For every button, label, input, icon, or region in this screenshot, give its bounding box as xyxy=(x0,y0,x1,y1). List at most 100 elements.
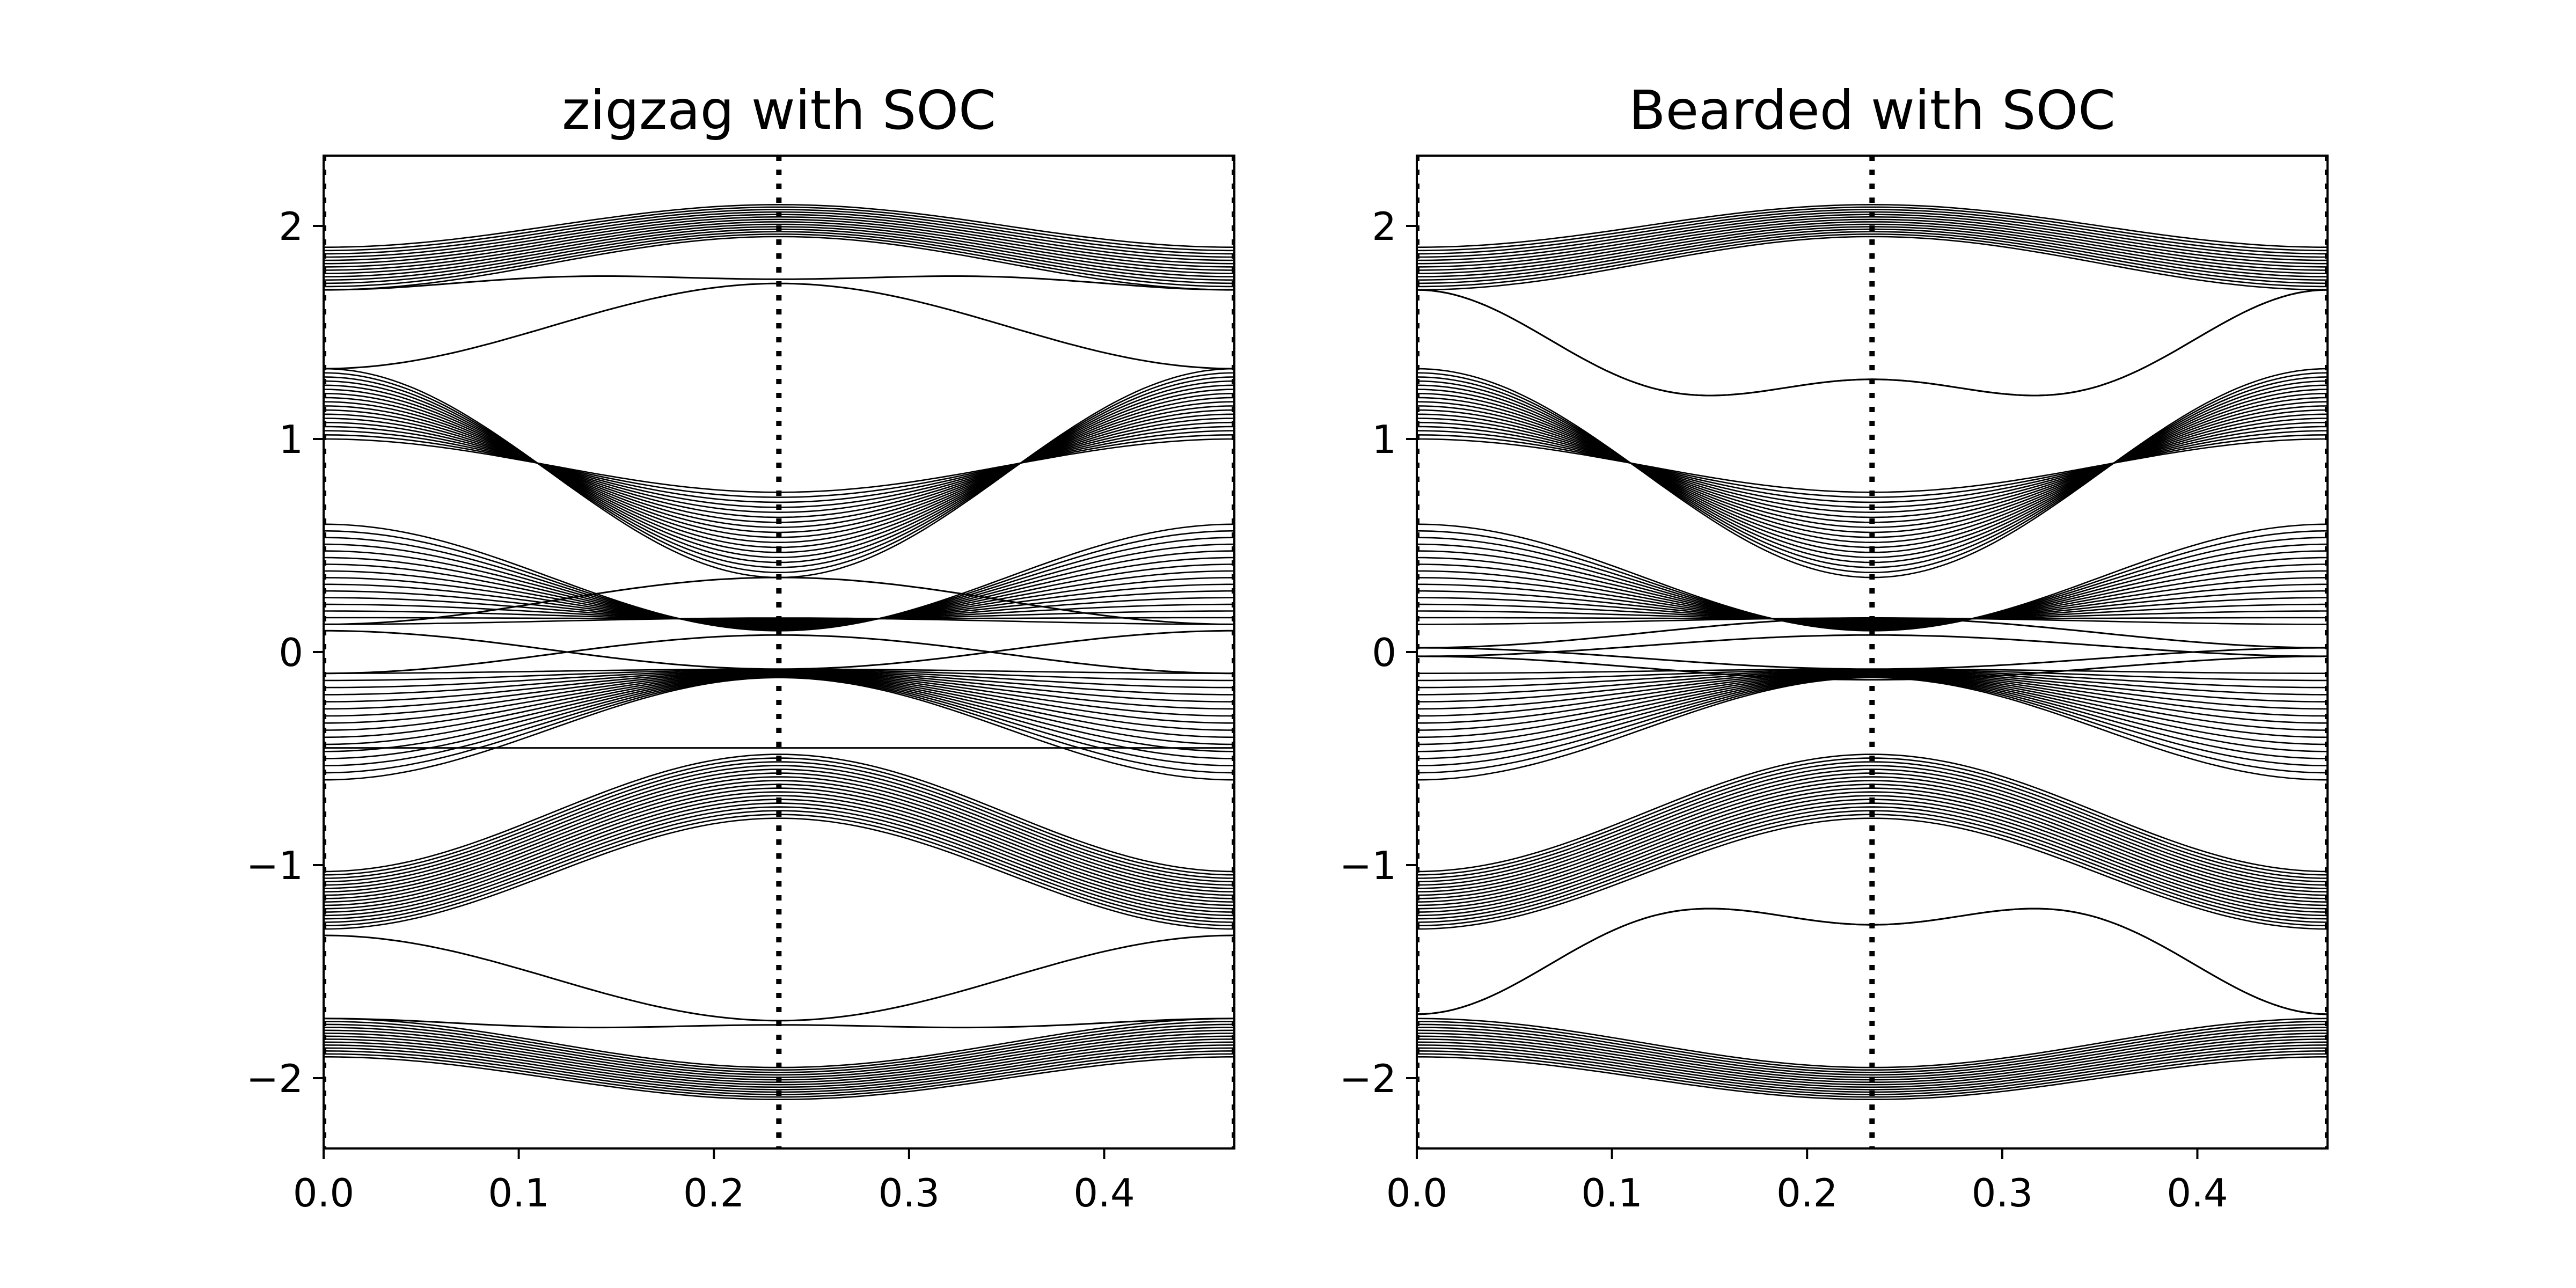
band-line xyxy=(1417,1044,2328,1091)
band-line xyxy=(324,769,1234,886)
x-tick-label: 0.0 xyxy=(293,1170,355,1216)
x-tick-label: 0.0 xyxy=(1386,1170,1448,1216)
band-line xyxy=(324,389,1234,553)
band-line xyxy=(1417,231,2328,284)
y-tick-label: −2 xyxy=(246,1056,303,1101)
band-line xyxy=(324,537,1234,630)
band-line xyxy=(1417,1041,2328,1088)
band-line xyxy=(324,765,1234,883)
band-line xyxy=(1417,1023,2328,1073)
band-line xyxy=(324,1053,1234,1098)
plot-area xyxy=(324,156,1234,1148)
band-line xyxy=(324,530,1234,631)
band-line xyxy=(1417,674,2328,745)
band-group xyxy=(1417,203,2328,291)
x-tick-label: 0.4 xyxy=(2167,1170,2228,1216)
band-line xyxy=(324,674,1234,745)
y-tick-label: 0 xyxy=(279,630,303,675)
band-line xyxy=(1417,409,2328,528)
y-tick-label: 2 xyxy=(279,204,303,249)
edge-state-line xyxy=(324,630,1234,670)
band-line xyxy=(324,802,1234,917)
edge-state-line xyxy=(324,634,1234,675)
edge-state-line xyxy=(324,275,1234,291)
x-tick-label: 0.3 xyxy=(1972,1170,2033,1216)
band-line xyxy=(1417,397,2328,544)
y-tick-label: 1 xyxy=(1372,417,1396,462)
band-line xyxy=(1417,221,2328,271)
band-line xyxy=(324,817,1234,930)
band-line xyxy=(1417,817,2328,930)
y-tick-label: 0 xyxy=(1372,630,1396,675)
band-line xyxy=(324,564,1234,627)
band-line xyxy=(1417,216,2328,265)
band-line xyxy=(1417,218,2328,268)
band-line xyxy=(1417,209,2328,255)
band-line xyxy=(1417,434,2328,498)
band-line xyxy=(324,216,1234,265)
edge-state-line xyxy=(324,934,1234,1022)
band-line xyxy=(324,223,1234,274)
band-group xyxy=(324,1018,1234,1101)
band-line xyxy=(1417,530,2328,631)
band-line xyxy=(324,761,1234,879)
band-line xyxy=(1417,236,2328,291)
band-line xyxy=(1417,570,2328,626)
band-group xyxy=(1417,523,2328,632)
band-line xyxy=(1417,372,2328,574)
chart-title: Bearded with SOC xyxy=(1629,79,2116,142)
band-line xyxy=(324,218,1234,268)
y-tick-label: 2 xyxy=(1372,204,1396,249)
band-line xyxy=(324,203,1234,248)
band-line xyxy=(1417,765,2328,883)
band-line xyxy=(324,776,1234,892)
band-line xyxy=(324,1023,1234,1073)
band-line xyxy=(324,577,1234,625)
chart-title: zigzag with SOC xyxy=(562,79,996,142)
band-line xyxy=(1417,384,2328,559)
band-group xyxy=(1417,668,2328,781)
band-group xyxy=(324,203,1234,291)
y-tick-label: 1 xyxy=(279,417,303,462)
band-line xyxy=(324,671,1234,717)
band-line xyxy=(1417,537,2328,630)
bearded-panel: 0.0 0.1 0.2 0.3 0.4 2 1 0 −1 −2 Bearded with SOC xyxy=(1340,79,2329,1216)
band-line xyxy=(324,209,1234,255)
band-line xyxy=(324,409,1234,528)
band-line xyxy=(324,430,1234,503)
band-line xyxy=(324,221,1234,271)
x-tick-label: 0.1 xyxy=(1581,1170,1643,1216)
x-tick-label: 0.1 xyxy=(488,1170,550,1216)
band-line xyxy=(1417,223,2328,274)
band-line xyxy=(1417,557,2328,627)
band-line xyxy=(1417,421,2328,513)
band-line xyxy=(1417,776,2328,892)
band-line xyxy=(1417,806,2328,920)
band-line xyxy=(324,421,1234,513)
y-tick-label: −2 xyxy=(1340,1056,1396,1101)
band-line xyxy=(324,753,1234,873)
band-line xyxy=(1417,802,2328,917)
band-line xyxy=(1417,1053,2328,1098)
axes-frame xyxy=(323,155,1235,1150)
band-line xyxy=(324,1044,1234,1091)
band-line xyxy=(324,780,1234,896)
band-line xyxy=(324,791,1234,906)
band-line xyxy=(324,557,1234,627)
band-line xyxy=(324,384,1234,559)
band-line xyxy=(324,795,1234,910)
band-line xyxy=(324,583,1234,624)
y-tick-label: −1 xyxy=(246,843,303,888)
y-tick-label: −1 xyxy=(1340,843,1396,888)
band-line xyxy=(324,677,1234,781)
x-tick-label: 0.2 xyxy=(683,1170,745,1216)
band-line xyxy=(1417,590,2328,623)
band-line xyxy=(1417,376,2328,568)
band-line xyxy=(324,810,1234,923)
band-line xyxy=(1417,430,2328,503)
edge-state-line xyxy=(1417,655,2328,681)
band-line xyxy=(1417,791,2328,906)
band-line xyxy=(1417,761,2328,879)
x-tick-label: 0.2 xyxy=(1776,1170,1838,1216)
band-line xyxy=(324,806,1234,920)
